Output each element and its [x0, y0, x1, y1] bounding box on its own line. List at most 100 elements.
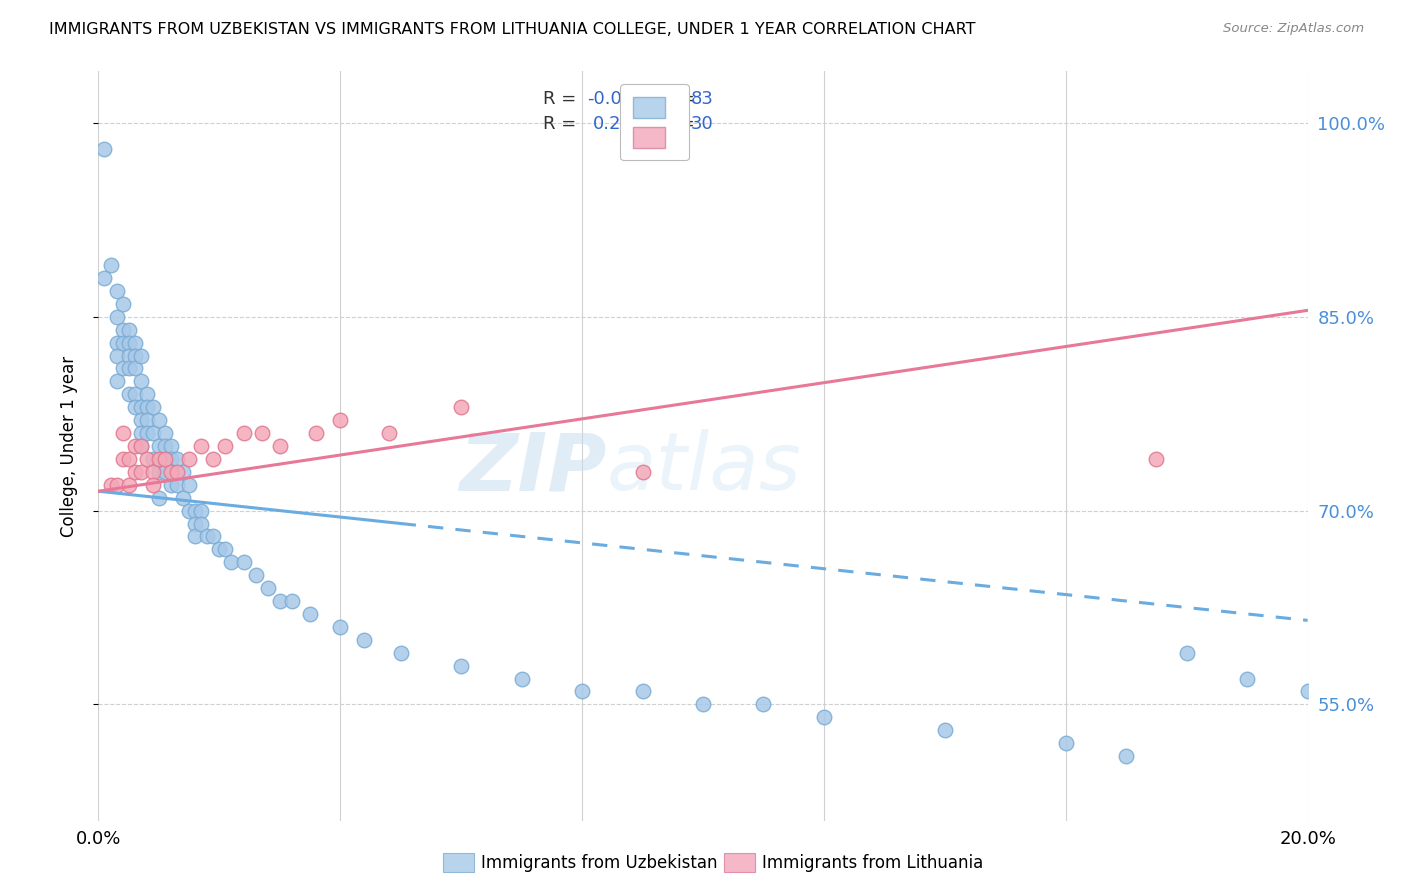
Point — [329, 413, 352, 427]
Point — [142, 465, 165, 479]
Point — [105, 284, 128, 298]
Point — [1144, 451, 1167, 466]
Text: N =: N = — [648, 90, 700, 108]
Point — [1296, 684, 1319, 698]
Point — [148, 491, 170, 505]
Point — [160, 439, 183, 453]
Point — [124, 401, 146, 415]
Point — [269, 439, 291, 453]
Point — [1236, 672, 1258, 686]
Point — [124, 335, 146, 350]
Text: Source: ZipAtlas.com: Source: ZipAtlas.com — [1223, 22, 1364, 36]
Point — [118, 335, 141, 350]
Point — [813, 710, 835, 724]
Point — [305, 426, 328, 441]
Point — [124, 349, 146, 363]
Legend: , : , — [620, 84, 689, 161]
Point — [190, 439, 212, 453]
Point — [135, 413, 157, 427]
Point — [202, 529, 225, 543]
Text: -0.050: -0.050 — [586, 90, 644, 108]
Point — [135, 387, 157, 401]
Point — [111, 451, 134, 466]
Point — [934, 723, 956, 738]
Point — [118, 477, 141, 491]
Point — [111, 297, 134, 311]
Point — [172, 465, 194, 479]
Point — [111, 426, 134, 441]
Point — [129, 413, 152, 427]
Point — [124, 465, 146, 479]
Point — [105, 349, 128, 363]
Text: atlas: atlas — [606, 429, 801, 508]
Point — [129, 465, 152, 479]
Point — [752, 698, 775, 712]
Point — [135, 426, 157, 441]
Point — [135, 401, 157, 415]
Point — [184, 516, 207, 531]
Point — [142, 451, 165, 466]
Point — [118, 451, 141, 466]
Text: N =: N = — [648, 115, 700, 133]
Point — [510, 672, 533, 686]
Point — [118, 323, 141, 337]
Point — [148, 451, 170, 466]
Text: 30: 30 — [690, 115, 714, 133]
Point — [118, 361, 141, 376]
Point — [692, 698, 714, 712]
Point — [214, 542, 236, 557]
Text: R =: R = — [543, 115, 582, 133]
Point — [631, 684, 654, 698]
Point — [118, 387, 141, 401]
Point — [377, 426, 399, 441]
Point — [269, 594, 291, 608]
Point — [148, 465, 170, 479]
Point — [190, 503, 212, 517]
Point — [179, 477, 201, 491]
Point — [214, 439, 236, 453]
Point — [166, 465, 188, 479]
Point — [1115, 749, 1137, 764]
Text: R =: R = — [543, 90, 582, 108]
Point — [118, 349, 141, 363]
Point — [142, 426, 165, 441]
Point — [184, 503, 207, 517]
Point — [329, 620, 352, 634]
Point — [124, 387, 146, 401]
Point — [148, 413, 170, 427]
Point — [105, 375, 128, 389]
Point — [93, 142, 115, 156]
Point — [105, 477, 128, 491]
Point — [129, 439, 152, 453]
Point — [124, 439, 146, 453]
Point — [153, 426, 176, 441]
Point — [571, 684, 593, 698]
Point — [202, 451, 225, 466]
Text: 0.295: 0.295 — [593, 115, 644, 133]
Point — [153, 451, 176, 466]
Point — [281, 594, 304, 608]
Text: 83: 83 — [690, 90, 714, 108]
Point — [1054, 736, 1077, 750]
Point — [142, 401, 165, 415]
Point — [129, 439, 152, 453]
Point — [250, 426, 273, 441]
Point — [256, 581, 278, 595]
Point — [129, 349, 152, 363]
Point — [153, 465, 176, 479]
Point — [166, 477, 188, 491]
Point — [299, 607, 322, 621]
Point — [129, 426, 152, 441]
Point — [129, 375, 152, 389]
Text: ZIP: ZIP — [458, 429, 606, 508]
Text: IMMIGRANTS FROM UZBEKISTAN VS IMMIGRANTS FROM LITHUANIA COLLEGE, UNDER 1 YEAR CO: IMMIGRANTS FROM UZBEKISTAN VS IMMIGRANTS… — [49, 22, 976, 37]
Point — [135, 451, 157, 466]
Point — [450, 658, 472, 673]
Point — [129, 401, 152, 415]
Point — [148, 439, 170, 453]
Point — [166, 451, 188, 466]
Point — [221, 555, 243, 569]
Point — [93, 271, 115, 285]
Point — [124, 361, 146, 376]
Point — [111, 335, 134, 350]
